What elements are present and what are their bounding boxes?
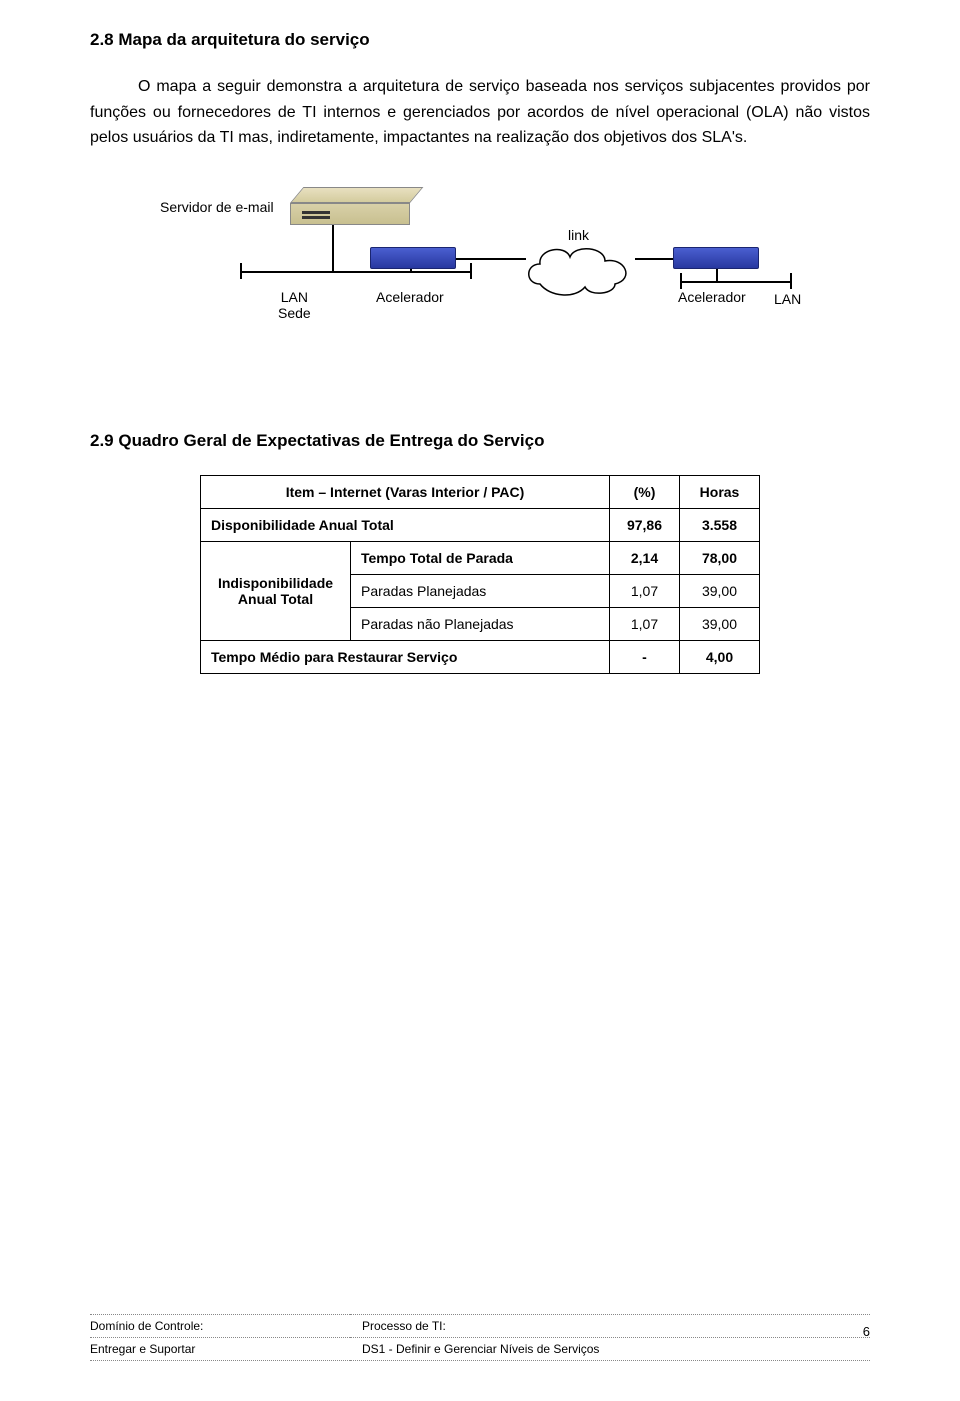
- server-icon: [290, 187, 410, 225]
- footer-l1-right: Processo de TI:: [350, 1314, 870, 1338]
- footer-l2-right: DS1 - Definir e Gerenciar Níveis de Serv…: [350, 1338, 870, 1361]
- cell-plan-label: Paradas Planejadas: [351, 574, 610, 607]
- cell-ttotal-hours: 78,00: [680, 541, 760, 574]
- server-label: Servidor de e-mail: [160, 199, 274, 215]
- cell-plan-pct: 1,07: [610, 574, 680, 607]
- table-row: Disponibilidade Anual Total 97,86 3.558: [201, 508, 760, 541]
- cell-nplan-pct: 1,07: [610, 607, 680, 640]
- table-row: Item – Internet (Varas Interior / PAC) (…: [201, 475, 760, 508]
- accel-right-label: Acelerador: [678, 289, 746, 305]
- cell-nplan-label: Paradas não Planejadas: [351, 607, 610, 640]
- th-hours: Horas: [680, 475, 760, 508]
- table-row: Tempo Médio para Restaurar Serviço - 4,0…: [201, 640, 760, 673]
- th-item: Item – Internet (Varas Interior / PAC): [201, 475, 610, 508]
- cell-indisp-label: Indisponibilidade Anual Total: [201, 541, 351, 640]
- table-row: Indisponibilidade Anual Total Tempo Tota…: [201, 541, 760, 574]
- cell-disp-label: Disponibilidade Anual Total: [201, 508, 610, 541]
- architecture-diagram: Servidor de e-mail: [160, 181, 800, 361]
- cloud-icon: [520, 239, 640, 299]
- section-28-heading: 2.8 Mapa da arquitetura do serviço: [90, 30, 870, 50]
- page-number: 6: [863, 1324, 870, 1339]
- expectations-table: Item – Internet (Varas Interior / PAC) (…: [200, 475, 760, 674]
- lan-sede-label: LAN Sede: [278, 289, 311, 321]
- accelerator-left-icon: [370, 247, 456, 269]
- cell-disp-hours: 3.558: [680, 508, 760, 541]
- lan-label: LAN: [774, 291, 801, 307]
- footer-l1-left: Domínio de Controle:: [90, 1314, 350, 1338]
- accel-left-label: Acelerador: [376, 289, 444, 305]
- section-29-heading: 2.9 Quadro Geral de Expectativas de Entr…: [90, 431, 870, 451]
- cell-ttotal-pct: 2,14: [610, 541, 680, 574]
- cell-ttotal-label: Tempo Total de Parada: [351, 541, 610, 574]
- section-28-paragraph: O mapa a seguir demonstra a arquitetura …: [90, 74, 870, 151]
- page-footer: Domínio de Controle: Processo de TI: Ent…: [90, 1314, 870, 1361]
- cell-tmrs-pct: -: [610, 640, 680, 673]
- cell-plan-hours: 39,00: [680, 574, 760, 607]
- cell-tmrs-hours: 4,00: [680, 640, 760, 673]
- accelerator-right-icon: [673, 247, 759, 269]
- th-pct: (%): [610, 475, 680, 508]
- link-label: link: [568, 227, 589, 243]
- cell-nplan-hours: 39,00: [680, 607, 760, 640]
- footer-l2-left: Entregar e Suportar: [90, 1338, 350, 1361]
- cell-disp-pct: 97,86: [610, 508, 680, 541]
- cell-tmrs-label: Tempo Médio para Restaurar Serviço: [201, 640, 610, 673]
